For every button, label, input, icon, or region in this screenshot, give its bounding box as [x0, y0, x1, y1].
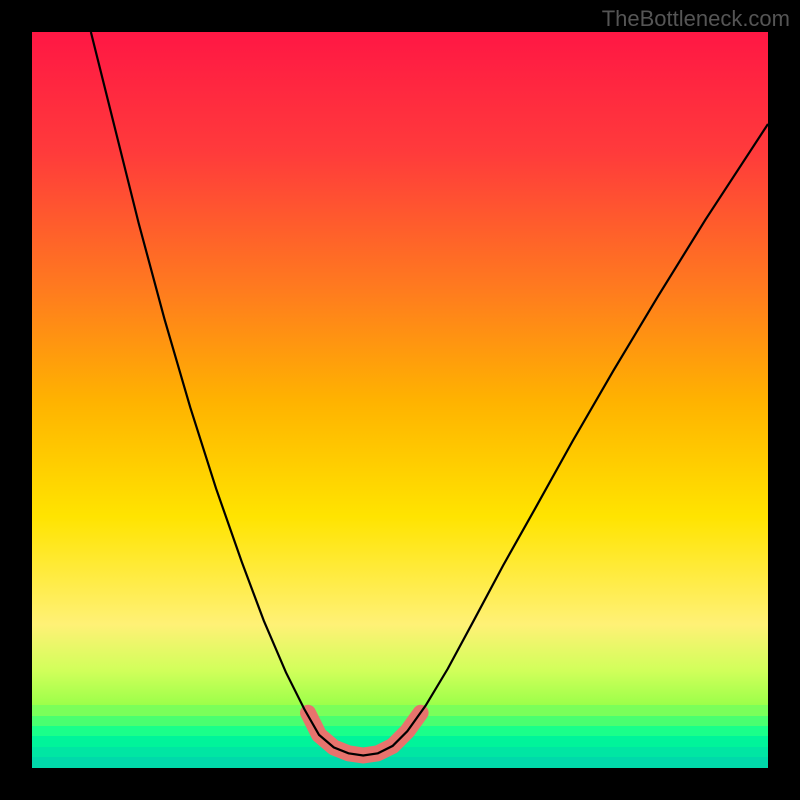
chart-container: TheBottleneck.com: [0, 0, 800, 800]
curve-overlay: [32, 32, 768, 768]
main-curve: [91, 32, 768, 755]
watermark-text: TheBottleneck.com: [602, 6, 790, 32]
plot-area: [32, 32, 768, 768]
